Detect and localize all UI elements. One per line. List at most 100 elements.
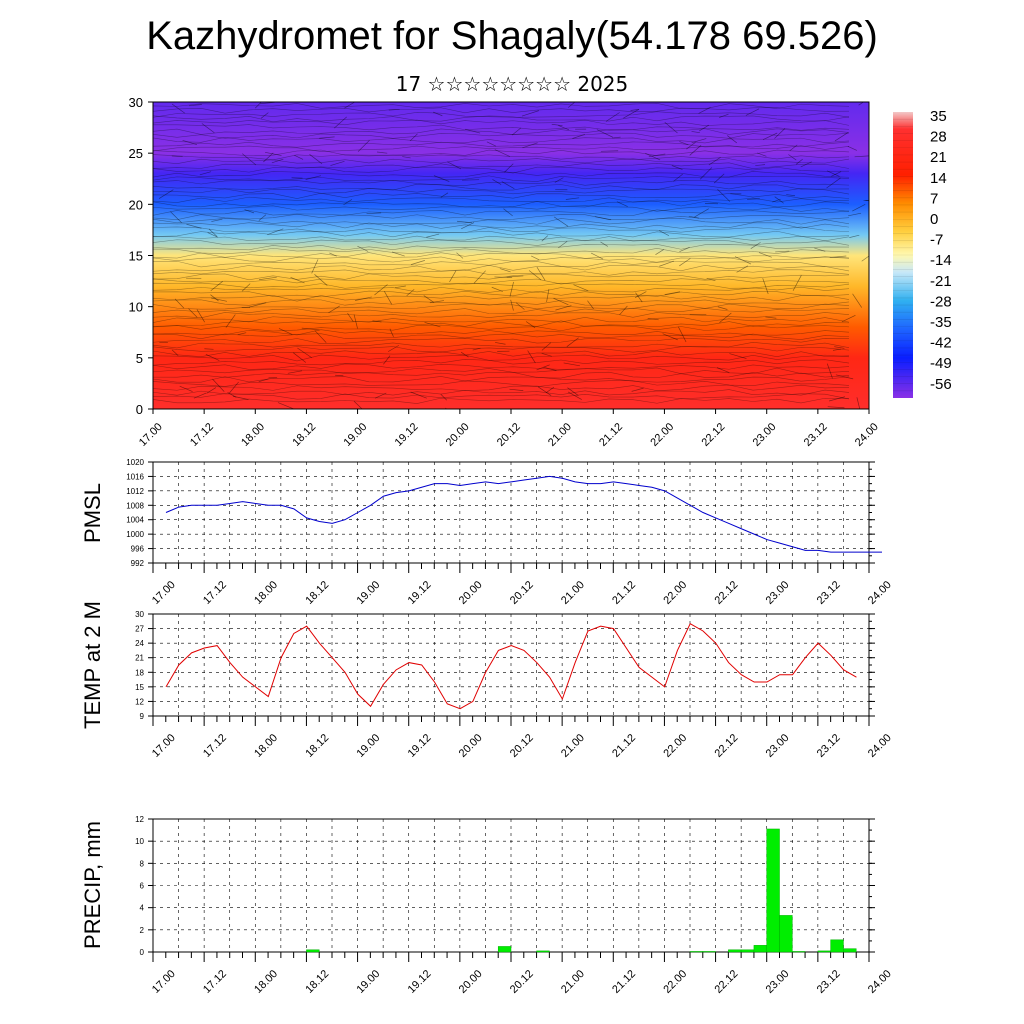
wind-barb	[856, 397, 861, 409]
colorbar: 35 28 21 14 7 0 -7 -14 -21 -28 -35 -42 -49 -56	[893, 108, 952, 398]
streamline	[153, 307, 850, 315]
wind-barb	[664, 291, 681, 295]
wind-barb	[713, 173, 725, 184]
wind-barb	[207, 232, 218, 238]
streamline	[153, 102, 850, 110]
wind-barb	[832, 348, 841, 351]
streamline	[153, 166, 850, 174]
x-tick-label: 19.12	[406, 579, 434, 607]
wind-barb	[789, 144, 798, 152]
streamline	[153, 218, 850, 225]
wind-barb	[567, 391, 582, 400]
heatmap-x-tick-label: 21.12	[597, 421, 625, 449]
streamline	[153, 183, 850, 191]
heatmap-x-tick-label: 23.00	[751, 421, 779, 449]
wind-barb	[330, 161, 345, 166]
streamline	[153, 247, 850, 255]
y-tick-label: 12	[135, 697, 144, 706]
wind-barb	[293, 352, 307, 363]
streamline	[153, 137, 850, 144]
colorbar-label: 35	[930, 108, 947, 125]
streamline	[153, 230, 850, 238]
streamline	[153, 358, 850, 366]
wind-barb	[814, 247, 826, 252]
heatmap-x-tick-label: 17.00	[137, 421, 165, 449]
wind-barb	[852, 293, 862, 308]
wind-barb	[558, 125, 570, 131]
wind-barb	[708, 157, 721, 166]
wind-barb	[206, 387, 217, 394]
wind-barb	[834, 132, 848, 142]
wind-barb	[537, 386, 552, 396]
wind-barb	[227, 392, 237, 398]
streamline	[153, 299, 850, 306]
y-tick-label: 6	[140, 882, 145, 891]
streamline	[153, 290, 850, 298]
precip-bar	[536, 950, 550, 953]
wind-barb	[755, 164, 766, 166]
x-tick-label: 21.12	[610, 732, 638, 760]
heatmap-x-tick-label: 22.00	[648, 421, 676, 449]
page-subtitle: 17 ☆☆☆☆☆☆☆☆ 2025	[395, 72, 629, 96]
wind-barb	[717, 306, 728, 310]
wind-barb	[464, 128, 481, 134]
x-tick-label: 17.00	[150, 579, 178, 607]
streamline	[153, 346, 850, 353]
y-axis-label: PRECIP, mm	[80, 821, 105, 949]
streamline	[153, 179, 850, 186]
heatmap-y-tick-label: 20	[129, 197, 143, 212]
colorbar-label: -28	[930, 293, 952, 310]
x-tick-label: 19.00	[354, 579, 382, 607]
x-tick-label: 19.00	[354, 968, 382, 996]
heatmap-y-tick-label: 0	[136, 402, 143, 417]
wind-barb	[786, 194, 796, 197]
x-tick-label: 18.00	[252, 732, 280, 760]
wind-barb	[355, 296, 372, 301]
wind-barb	[374, 392, 387, 399]
streamline	[153, 303, 850, 310]
y-tick-label: 996	[131, 545, 145, 554]
y-tick-label: 18	[135, 668, 144, 677]
wind-barb	[394, 285, 406, 289]
colorbar-label: -56	[930, 376, 952, 393]
wind-barb	[402, 156, 411, 159]
streamline	[153, 278, 850, 285]
streamline	[153, 350, 850, 358]
streamline	[153, 252, 850, 259]
wind-barb	[541, 352, 552, 357]
wind-barb	[612, 136, 621, 139]
colorbar-label: 0	[930, 211, 938, 228]
wind-barb	[506, 275, 524, 278]
wind-barb	[440, 192, 449, 198]
wind-barb	[826, 170, 840, 177]
wind-barb	[616, 201, 628, 207]
wind-barb	[600, 241, 609, 247]
wind-barb	[826, 363, 833, 379]
x-tick-label: 20.12	[508, 968, 536, 996]
wind-barb	[347, 313, 354, 322]
y-tick-label: 1000	[126, 530, 144, 539]
y-tick-label: 8	[140, 859, 145, 868]
wind-barb	[852, 203, 866, 212]
wind-barb	[664, 121, 678, 134]
wind-barb	[659, 260, 674, 267]
precip-bar	[740, 949, 755, 953]
heatmap-y-axis: 0 5 10 15 20 25 30	[129, 95, 153, 417]
wind-barb	[241, 153, 257, 166]
wind-barb	[473, 270, 486, 284]
wind-barb	[329, 252, 337, 257]
wind-barb	[211, 218, 223, 222]
streamline	[153, 141, 850, 148]
wind-barb	[460, 351, 469, 358]
x-tick-label: 23.12	[815, 732, 843, 760]
wind-barb	[698, 107, 711, 114]
streamline	[153, 389, 850, 396]
wind-barb	[182, 139, 197, 145]
x-tick-label: 18.00	[252, 968, 280, 996]
wind-barb	[388, 108, 400, 111]
wind-barb	[301, 327, 320, 331]
wind-barb	[800, 161, 812, 168]
wind-barb	[848, 212, 862, 217]
wind-barb	[366, 212, 382, 215]
streamline	[153, 235, 850, 242]
